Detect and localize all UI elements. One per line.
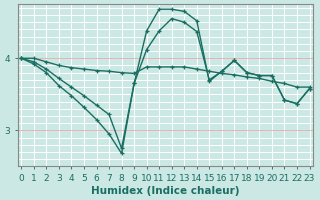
X-axis label: Humidex (Indice chaleur): Humidex (Indice chaleur) [91,186,240,196]
